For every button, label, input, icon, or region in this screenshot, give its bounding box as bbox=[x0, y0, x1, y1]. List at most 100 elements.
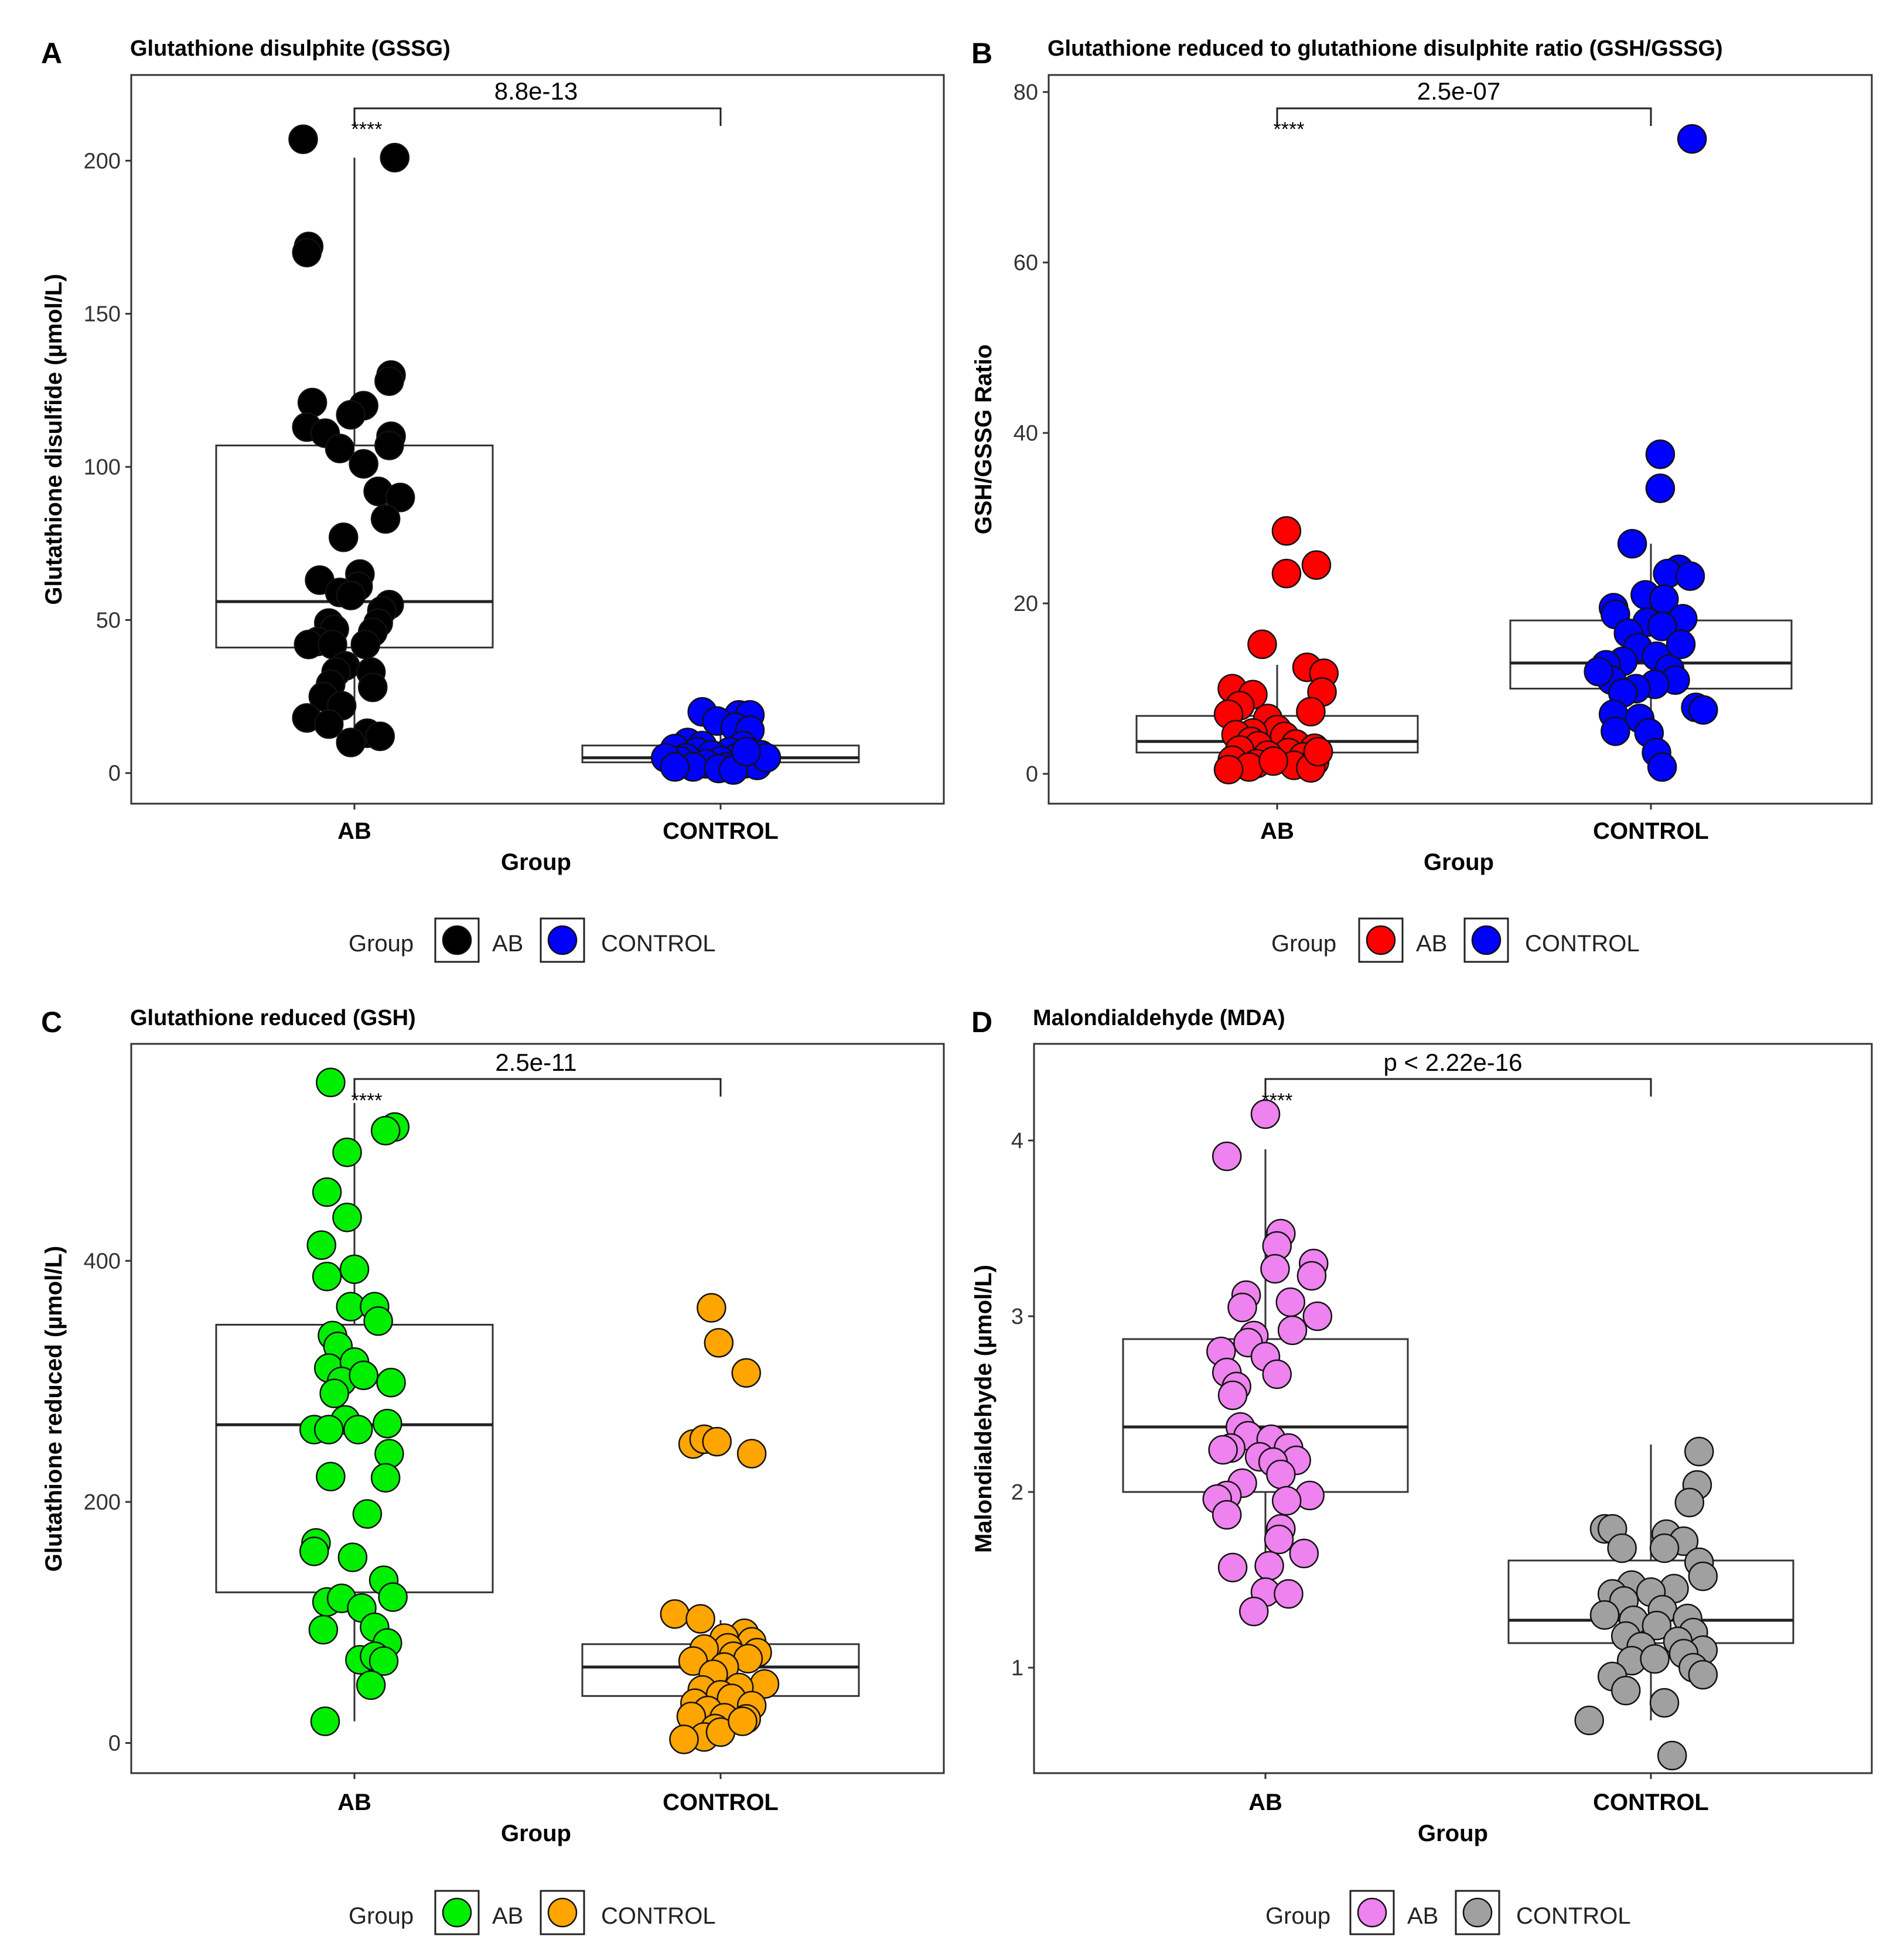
data-point bbox=[669, 1725, 699, 1754]
legend: Group AB CONTROL bbox=[349, 1890, 716, 1935]
panel-title: Malondialdehyde (MDA) bbox=[1033, 1006, 1285, 1030]
x-axis: AB CONTROL bbox=[1260, 804, 1709, 844]
data-point bbox=[1684, 1436, 1714, 1467]
data-point bbox=[337, 1542, 368, 1572]
legend-swatch-control bbox=[547, 925, 578, 955]
data-point bbox=[1212, 1141, 1242, 1172]
y-tick-label: 0 bbox=[1026, 762, 1038, 787]
y-axis: 0 50 100 150 200 bbox=[84, 149, 131, 786]
data-point bbox=[1208, 1435, 1238, 1465]
data-point bbox=[1601, 716, 1630, 746]
data-point bbox=[1607, 1533, 1637, 1563]
data-point bbox=[1610, 1675, 1641, 1706]
panel-title: Glutathione reduced to glutathione disul… bbox=[1047, 36, 1723, 61]
y-tick-label: 0 bbox=[108, 762, 121, 786]
data-point bbox=[660, 1599, 690, 1629]
y-axis-title: Glutathione reduced (µmol/L) bbox=[41, 1246, 67, 1572]
x-tick-label: CONTROL bbox=[1593, 1790, 1709, 1815]
panel-title: Glutathione disulphite (GSSG) bbox=[130, 36, 451, 61]
p-value-label: p < 2.22e-16 bbox=[1383, 1049, 1522, 1076]
bracket-line bbox=[353, 107, 722, 126]
data-point bbox=[325, 433, 355, 463]
legend: Group AB CONTROL bbox=[349, 917, 716, 963]
x-tick-label: AB bbox=[337, 1790, 371, 1815]
data-point bbox=[332, 1137, 362, 1167]
data-point bbox=[380, 142, 410, 173]
data-point bbox=[1271, 1486, 1302, 1516]
data-point bbox=[332, 1203, 362, 1232]
data-point bbox=[374, 431, 404, 460]
significance-bracket bbox=[1264, 1078, 1652, 1097]
data-point bbox=[1688, 1659, 1718, 1690]
data-point bbox=[349, 449, 378, 479]
legend-key-control bbox=[1455, 1890, 1500, 1935]
legend-swatch-ab bbox=[442, 925, 472, 955]
bracket-line bbox=[1264, 1078, 1652, 1097]
data-point bbox=[1647, 752, 1677, 782]
p-value-label: 2.5e-07 bbox=[1417, 77, 1500, 105]
x-tick-label: CONTROL bbox=[1593, 818, 1709, 844]
data-points bbox=[299, 1067, 780, 1754]
data-points bbox=[1213, 124, 1718, 785]
data-point bbox=[378, 1582, 408, 1612]
data-point bbox=[1645, 439, 1676, 469]
y-tick-label: 4 bbox=[1011, 1129, 1023, 1153]
data-point bbox=[1258, 746, 1288, 776]
p-value-label: 2.5e-11 bbox=[495, 1049, 576, 1076]
plot-frame bbox=[130, 1043, 945, 1774]
plot-frame bbox=[1033, 1043, 1873, 1774]
x-axis-title: Group bbox=[1418, 1821, 1488, 1846]
data-point bbox=[1264, 1524, 1294, 1555]
x-axis: AB CONTROL bbox=[1248, 1773, 1709, 1815]
x-axis-title: Group bbox=[1424, 849, 1494, 875]
data-point bbox=[350, 629, 380, 660]
data-point bbox=[1271, 558, 1302, 589]
data-point bbox=[1645, 473, 1676, 503]
data-points bbox=[1202, 1099, 1718, 1771]
legend-label-ab: AB bbox=[492, 1903, 523, 1929]
legend-key-ab bbox=[1349, 1890, 1395, 1935]
data-point bbox=[339, 1254, 370, 1285]
data-point bbox=[1239, 1596, 1269, 1627]
data-point bbox=[1617, 528, 1647, 559]
data-point bbox=[1674, 1487, 1705, 1518]
p-value-label: 8.8e-13 bbox=[494, 77, 578, 105]
data-point bbox=[336, 728, 366, 757]
significance-stars: **** bbox=[1262, 1090, 1293, 1112]
data-point bbox=[1289, 1538, 1319, 1569]
plot-frame bbox=[1047, 74, 1873, 805]
significance-bracket bbox=[353, 107, 722, 126]
legend-label-control: CONTROL bbox=[1525, 931, 1640, 957]
data-point bbox=[1254, 1551, 1284, 1581]
data-point bbox=[1574, 1705, 1604, 1736]
legend-label-ab: AB bbox=[1407, 1903, 1438, 1929]
data-point bbox=[1657, 1740, 1687, 1771]
data-point bbox=[1212, 1500, 1242, 1530]
legend: Group AB CONTROL bbox=[1271, 917, 1640, 963]
legend-key-ab bbox=[434, 917, 480, 963]
data-point bbox=[1260, 1254, 1290, 1284]
data-point bbox=[316, 1462, 346, 1492]
legend-swatch-ab bbox=[1366, 925, 1396, 955]
data-point bbox=[1688, 1561, 1718, 1592]
data-point bbox=[1640, 1644, 1670, 1674]
y-tick-label: 20 bbox=[1014, 592, 1038, 616]
plot-frame bbox=[130, 74, 945, 805]
data-point bbox=[702, 1426, 732, 1457]
data-point bbox=[336, 581, 366, 610]
legend-key-control bbox=[540, 1890, 585, 1935]
legend-label-control: CONTROL bbox=[1516, 1903, 1631, 1929]
data-point bbox=[343, 1415, 373, 1445]
x-tick-label: AB bbox=[1260, 818, 1294, 844]
legend-swatch-ab bbox=[1357, 1897, 1387, 1928]
data-point bbox=[1642, 1610, 1672, 1641]
significance-stars: **** bbox=[352, 1090, 383, 1112]
data-point bbox=[1296, 1261, 1327, 1291]
data-point bbox=[299, 1536, 329, 1566]
data-point bbox=[1649, 1533, 1680, 1563]
legend-title: Group bbox=[349, 931, 414, 957]
data-point bbox=[728, 1706, 757, 1736]
y-tick-label: 0 bbox=[108, 1732, 121, 1756]
data-point bbox=[314, 709, 344, 739]
